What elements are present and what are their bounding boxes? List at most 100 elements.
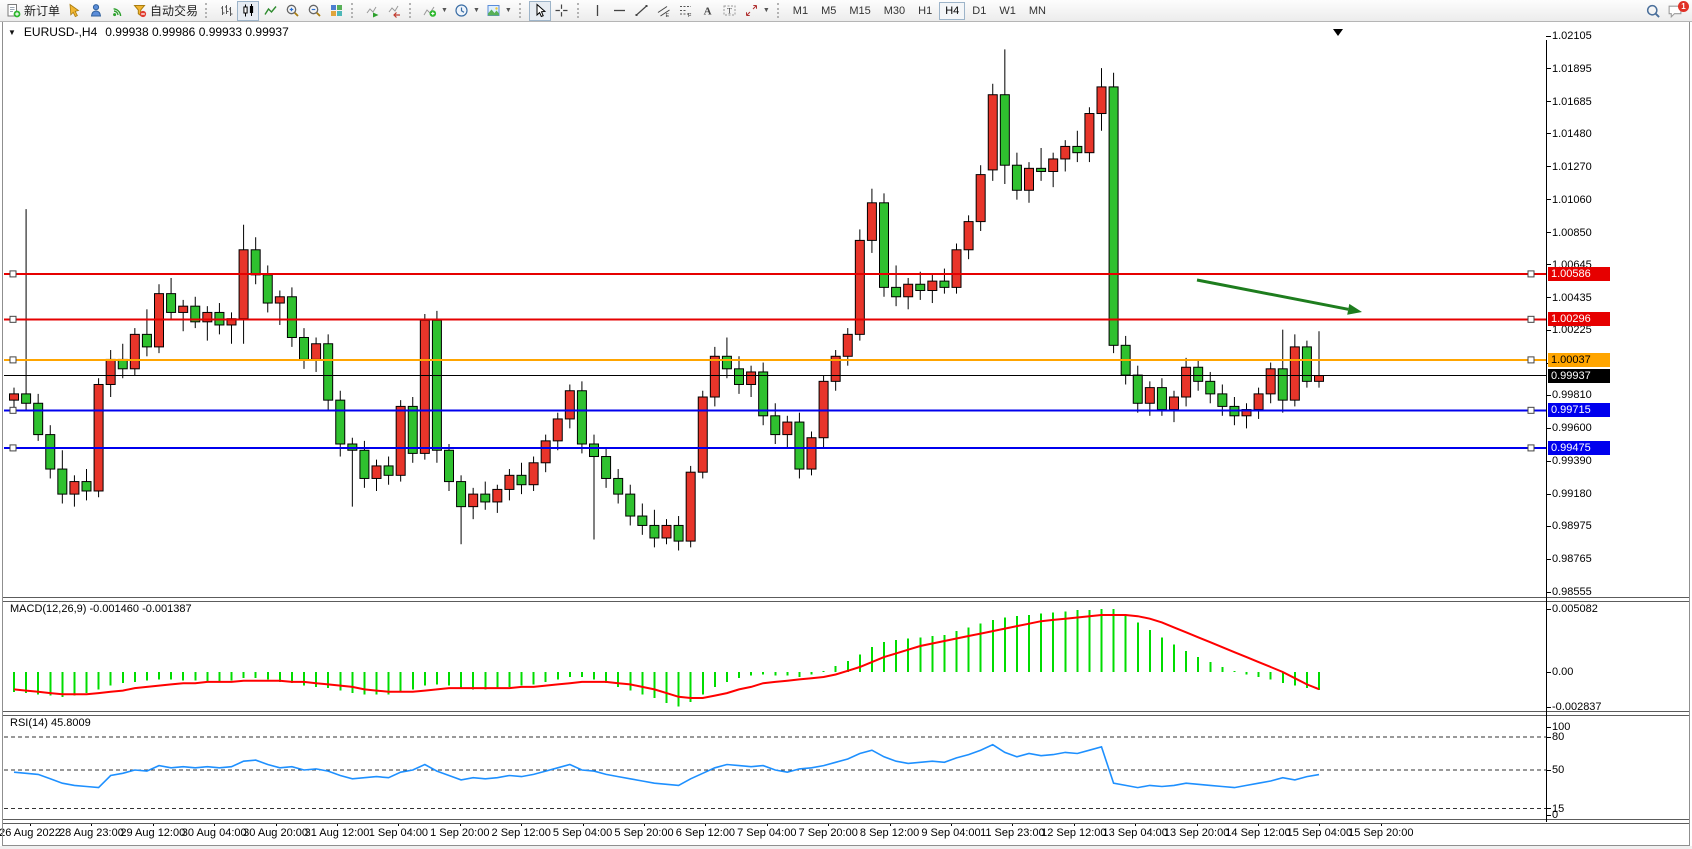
line-price-label: 0.99715 [1548,403,1610,418]
price-tick [1546,232,1551,234]
timeframe-button-h4[interactable]: H4 [939,1,966,20]
autotrading-button[interactable]: 自动交易 [129,1,201,21]
price-tick-label: 1.01895 [1552,62,1592,75]
rsi-tick-label: 50 [1552,764,1565,776]
line-handle[interactable] [1527,270,1535,278]
panel-separator[interactable] [2,597,1690,602]
horizontal-line-tool-button[interactable] [609,1,631,21]
candlestick-mode-button[interactable] [237,0,260,21]
trend-arrow-head[interactable] [1347,303,1362,315]
date-label: 28 Aug 23:00 [58,827,124,839]
templates-button[interactable]: ▼ [483,1,515,21]
gold-arrow-button[interactable] [63,1,85,21]
line-handle[interactable] [1527,315,1535,323]
bar-chart-mode-button[interactable] [215,1,237,21]
line-handle[interactable] [9,270,17,278]
rsi-chart-canvas[interactable] [4,714,1546,819]
toolbar-separator [518,3,525,18]
timeframe-button-d1[interactable]: D1 [966,2,992,20]
chart-shift-button[interactable] [383,1,405,21]
timeframe-button-mn[interactable]: MN [1023,2,1052,20]
time-tick [1380,822,1382,826]
arrows-icon [745,5,757,16]
gold-arrow-icon [69,3,79,18]
panel-separator[interactable] [2,711,1690,716]
signal-button[interactable] [107,1,129,21]
fibonacci-tool-button[interactable]: F [675,1,697,21]
time-tick [337,822,338,826]
rsi-tick [1546,726,1551,728]
vertical-line-tool-button[interactable] [587,1,609,21]
line-handle[interactable] [1527,444,1535,452]
timeframe-group: M1 M5 M15 M30 H1 H4 D1 W1 MN [787,1,1052,20]
price-tick [1546,199,1551,201]
date-label: 2 Sep 12:00 [491,827,551,839]
date-label: 13 Sep 04:00 [1102,827,1168,839]
price-tick-label: 1.00225 [1552,324,1592,337]
fibonacci-icon: F [680,6,692,18]
rsi-tick [1546,808,1551,809]
price-tick-label: 0.99390 [1552,455,1592,468]
zoom-out-button[interactable] [303,1,325,21]
user-chart-button[interactable] [85,1,107,21]
rsi-tick [1546,769,1551,771]
text-label-tool-button[interactable]: T [719,1,741,21]
new-order-icon [7,4,21,18]
autotrading-funnel-icon [133,5,147,18]
trendline-tool-button[interactable] [631,1,653,21]
new-order-button[interactable]: 新订单 [3,1,63,21]
zoom-in-button[interactable] [281,1,303,21]
candles [9,49,1324,551]
trend-arrow-annotation[interactable] [1196,278,1349,311]
line-handle[interactable] [9,406,17,414]
date-label: 1 Sep 04:00 [368,827,429,839]
macd-tick [1546,608,1551,610]
price-chart-canvas[interactable] [4,40,1546,598]
tile-windows-button[interactable] [325,1,347,21]
crosshair-tool-button[interactable] [551,1,573,21]
date-label: 15 Sep 04:00 [1286,827,1353,839]
auto-scroll-button[interactable] [361,1,383,21]
line-handle[interactable] [1527,406,1535,414]
timeframe-button-m1[interactable]: M1 [787,2,814,20]
time-tick [1319,822,1321,826]
svg-text:T: T [727,7,732,16]
arrows-tool-button[interactable]: ▼ [741,1,773,21]
date-label: 1 Sep 20:00 [430,827,490,839]
line-chart-mode-button[interactable] [259,1,281,21]
text-icon: A [704,6,712,18]
text-tool-button[interactable]: A [697,1,719,21]
rsi-tick-label: 100 [1552,721,1571,733]
line-handle[interactable] [1527,356,1535,364]
cursor-tool-button[interactable] [528,0,551,21]
line-handle[interactable] [9,315,17,323]
time-tick [214,822,216,826]
timeframe-button-h1[interactable]: H1 [912,2,938,20]
notification-badge: 1 [1678,0,1689,12]
zoom-out-icon [308,4,321,17]
timeframe-button-m15[interactable]: M15 [843,2,876,20]
equidistant-channel-tool-button[interactable]: E [653,1,675,21]
periods-button[interactable]: ▼ [451,1,483,21]
time-tick [1012,822,1014,826]
search-button[interactable] [1642,1,1664,21]
status-strip [0,846,1692,849]
time-tick [275,822,277,826]
line-handle[interactable] [9,356,17,364]
macd-chart-canvas[interactable] [4,601,1546,711]
timeframe-button-m30[interactable]: M30 [878,2,911,20]
time-tick [705,822,707,826]
template-icon [487,5,500,16]
time-tick [1258,822,1259,826]
line-handle[interactable] [9,444,17,452]
indicators-button[interactable]: ▼ [419,1,451,21]
auto-scroll-icon [366,6,379,18]
price-tick [1546,101,1551,103]
chart-menu-dropdown-icon[interactable]: ▼ [8,27,16,37]
chart-shift-marker-icon[interactable] [1333,29,1343,36]
timeframe-button-m5[interactable]: M5 [815,2,842,20]
timeframe-button-w1[interactable]: W1 [993,2,1022,20]
cursor-icon [536,3,547,18]
notifications-button[interactable]: 1 [1664,0,1689,21]
date-label: 15 Sep 20:00 [1348,827,1414,839]
